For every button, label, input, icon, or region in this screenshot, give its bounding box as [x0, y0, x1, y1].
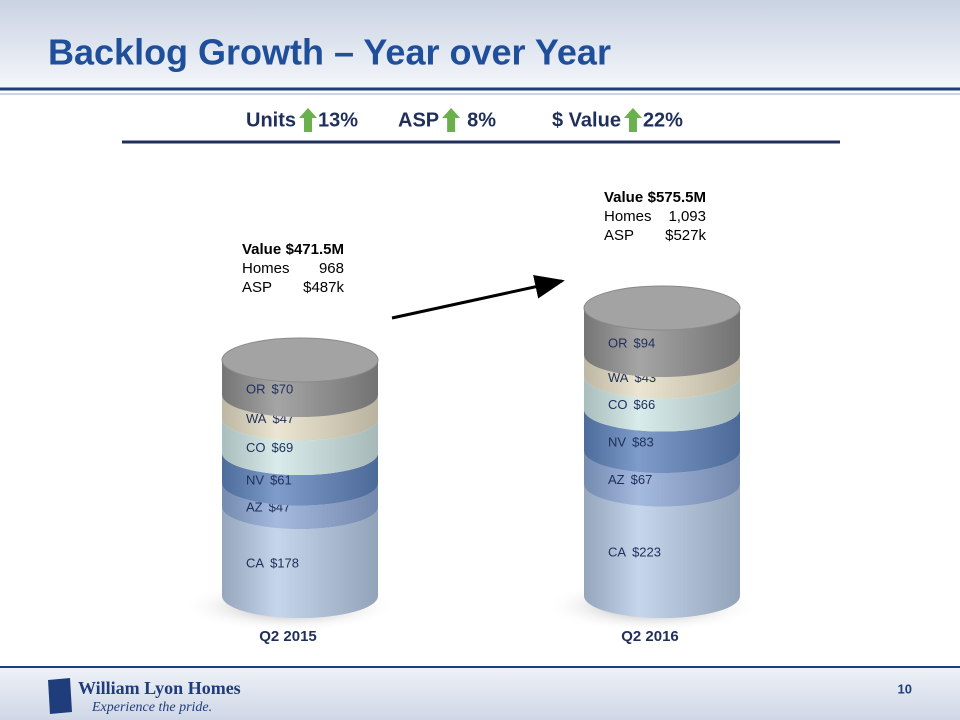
headline-label: Units	[246, 109, 296, 131]
series-name: AZ	[608, 472, 625, 487]
slide-title: Backlog Growth – Year over Year	[48, 32, 611, 73]
segment-shading	[222, 395, 378, 441]
header-band	[0, 0, 960, 88]
callout-text: $487k	[303, 279, 344, 296]
growth-arrow	[391, 275, 565, 320]
value-label: $94	[634, 336, 656, 351]
series-name: NV	[246, 473, 264, 488]
up-arrow-icon	[623, 108, 642, 132]
segment-shading	[584, 355, 740, 399]
callout-label: Value	[242, 241, 281, 258]
segment-label: AZ $67	[608, 472, 652, 487]
x-tick-label: Q2 2015	[259, 628, 317, 645]
up-arrow-icon	[442, 108, 461, 132]
series-name: WA	[246, 411, 267, 426]
x-tick-label: Q2 2016	[621, 628, 679, 645]
logo-name: William Lyon Homes	[78, 678, 241, 698]
callout-label: Homes	[242, 260, 290, 277]
headline-item: Units 13%	[246, 108, 358, 132]
series-name: OR	[608, 336, 628, 351]
value-label: $66	[634, 398, 656, 413]
value-label: $178	[270, 556, 299, 571]
series-name: CO	[246, 440, 266, 455]
headline-label: $ Value	[552, 109, 621, 131]
callout-text: $575.5M	[648, 189, 706, 206]
headline-change: 22%	[643, 109, 683, 131]
callout-text: $471.5M	[286, 241, 344, 258]
segment-label: CA $178	[246, 556, 299, 571]
value-label: $223	[632, 545, 661, 560]
logo-tagline: Experience the pride.	[91, 700, 212, 715]
headline-change: 13%	[318, 109, 358, 131]
callout-label: Value	[604, 189, 643, 206]
segment-shading	[584, 308, 740, 377]
headline-item: $ Value 22%	[552, 108, 683, 132]
segment-shading	[222, 360, 378, 417]
segment-shading	[222, 483, 378, 529]
logo-mark	[48, 678, 72, 714]
callout-label: Homes	[604, 208, 652, 225]
segment-label: NV $83	[608, 435, 654, 450]
series-name: AZ	[246, 500, 263, 515]
up-arrow-icon	[299, 108, 317, 132]
value-label: $70	[272, 382, 294, 397]
value-label: $67	[631, 472, 653, 487]
callout-text: 968	[319, 260, 344, 277]
segment-label: OR $70	[246, 382, 293, 397]
callout-text: 1,093	[668, 208, 706, 225]
segment-label: CO $66	[608, 398, 655, 413]
series-name: CA	[246, 556, 264, 571]
segment-shading	[584, 484, 740, 618]
segment-shading	[222, 453, 378, 506]
callout-label: ASP	[242, 279, 272, 296]
segment-shading	[584, 376, 740, 432]
segment-shading	[222, 418, 378, 475]
series-name: CA	[608, 545, 626, 560]
headline-change: 8%	[467, 109, 496, 131]
segment-shading	[584, 451, 740, 507]
page-number: 10	[898, 681, 912, 696]
value-label: $69	[272, 440, 294, 455]
series-name: CO	[608, 398, 628, 413]
footer-band	[0, 668, 960, 720]
segment-label: OR $94	[608, 336, 655, 351]
value-label: $61	[270, 473, 292, 488]
series-name: NV	[608, 435, 626, 450]
cylinder-top	[221, 337, 379, 383]
callout-text: $527k	[665, 227, 706, 244]
series-name: OR	[246, 382, 266, 397]
headline-item: ASP 8%	[398, 108, 496, 132]
callout-label: ASP	[604, 227, 634, 244]
segment-shading	[222, 507, 378, 618]
value-label: $83	[632, 435, 654, 450]
headline-label: ASP	[398, 109, 439, 131]
cylinder-top	[583, 285, 741, 331]
segment-shading	[584, 409, 740, 473]
segment-label: CA $223	[608, 545, 661, 560]
segment-label: CO $69	[246, 440, 293, 455]
segment-label: NV $61	[246, 473, 292, 488]
